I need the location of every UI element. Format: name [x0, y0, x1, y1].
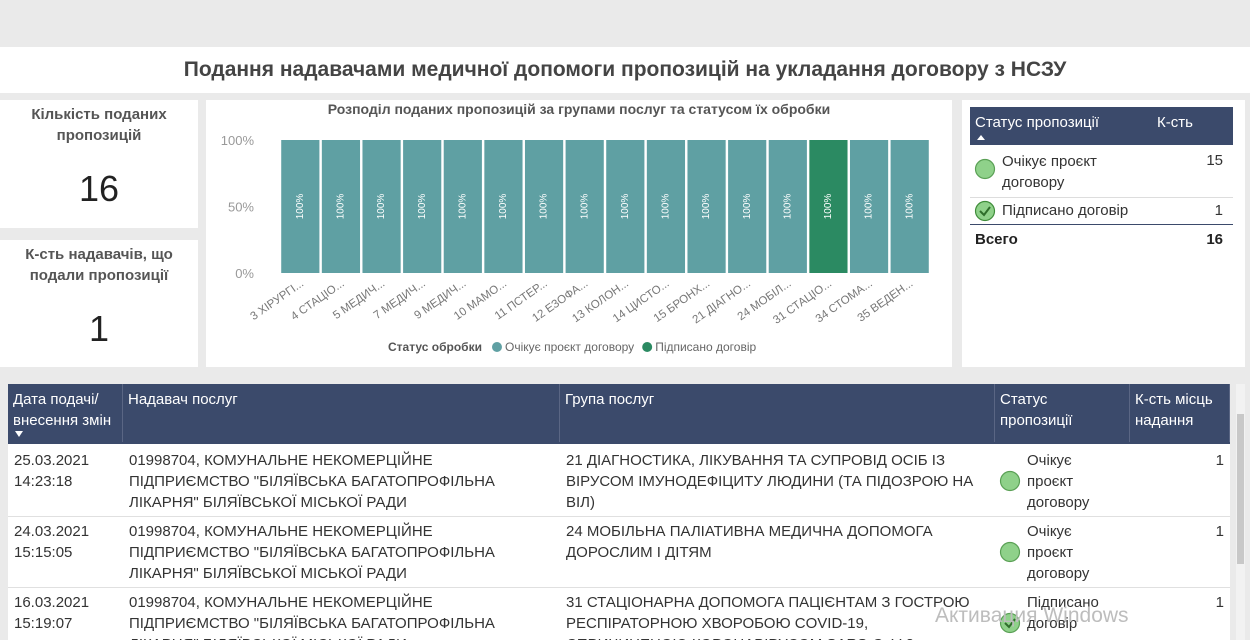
title-bar: Подання надавачами медичної допомоги про… — [0, 47, 1250, 93]
data-label: 100% — [782, 194, 793, 220]
y-tick-label: 100% — [221, 133, 255, 148]
legend-swatch — [642, 342, 653, 352]
status-icon — [999, 541, 1021, 563]
legend-label: Очікує проєкт договору — [505, 340, 634, 354]
data-label: 100% — [457, 194, 468, 220]
status-icon — [999, 470, 1021, 492]
column-header[interactable]: Дата подачі/ внесення змін — [8, 384, 123, 442]
status-icon — [974, 158, 996, 180]
data-label: 100% — [376, 194, 387, 220]
column-header[interactable]: Статус пропозиції — [975, 114, 1100, 131]
header-underline — [8, 442, 1230, 444]
row-divider — [8, 516, 1230, 517]
column-header[interactable]: Статус пропозиції — [995, 384, 1130, 442]
data-label: 100% — [742, 194, 753, 220]
bar — [849, 140, 889, 273]
data-label: 100% — [823, 194, 834, 220]
watermark: Активация Windows — [935, 604, 1129, 627]
column-header[interactable]: Група послуг — [560, 384, 995, 442]
data-label: 100% — [620, 194, 631, 220]
cell: 21 ДІАГНОСТИКА, ЛІКУВАННЯ ТА СУПРОВІД ОС… — [566, 452, 974, 511]
cell: Підписано договір — [1027, 594, 1099, 632]
bar — [281, 140, 320, 273]
chart: Розподіл поданих пропозицій за групами п… — [221, 101, 929, 354]
status-count: 1 — [1214, 202, 1223, 219]
bar — [524, 140, 564, 273]
card-label: Кількість поданих пропозицій — [31, 106, 167, 144]
scrollbar[interactable] — [1236, 384, 1245, 640]
cell: 24 МОБІЛЬНА ПАЛІАТИВНА МЕДИЧНА ДОПОМОГА … — [566, 523, 933, 561]
cell: 16.03.2021 15:19:07 — [14, 594, 90, 632]
data-label: 100% — [539, 194, 550, 220]
total-label: Всего — [975, 231, 1018, 248]
bar — [362, 140, 401, 273]
card: Кількість поданих пропозицій 16 — [0, 100, 198, 228]
y-tick-label: 0% — [235, 266, 254, 281]
bar — [809, 140, 848, 273]
status-name: Підписано договір — [1002, 202, 1129, 219]
cell: 01998704, КОМУНАЛЬНЕ НЕКОМЕРЦІЙНЕ ПІДПРИ… — [129, 452, 495, 511]
cell: 24.03.2021 15:15:05 — [14, 523, 90, 561]
sort-arrow — [15, 431, 23, 437]
cell: 1 — [1215, 594, 1224, 611]
bar — [687, 140, 726, 273]
legend-swatch — [491, 342, 502, 352]
data-label: 100% — [295, 194, 306, 220]
y-tick-label: 50% — [228, 200, 254, 215]
data-label: 100% — [498, 194, 509, 220]
cell: 1 — [1215, 523, 1224, 540]
row-divider — [8, 587, 1230, 588]
card-label: К-сть надавачів, що подали пропозиції — [25, 246, 173, 284]
cell: 01998704, КОМУНАЛЬНЕ НЕКОМЕРЦІЙНЕ ПІДПРИ… — [129, 594, 495, 640]
bar — [321, 140, 361, 273]
data-label: 100% — [336, 194, 347, 220]
status-name: Очікує проєкт договору — [1002, 153, 1097, 191]
column-header[interactable]: К-сть — [1157, 114, 1193, 131]
data-label: 100% — [579, 194, 590, 220]
bar — [565, 140, 604, 273]
bar — [768, 140, 807, 273]
scroll-thumb[interactable] — [1237, 414, 1244, 564]
legend-title: Статус обробки — [388, 340, 482, 354]
column-header[interactable]: Надавач послуг — [123, 384, 560, 442]
card-value: 1 — [88, 308, 110, 349]
legend-label: Підписано договір — [655, 340, 756, 354]
status-count: 15 — [1206, 152, 1223, 169]
data-label: 100% — [864, 194, 875, 220]
chart-title: Розподіл поданих пропозицій за групами п… — [328, 101, 830, 117]
card: К-сть надавачів, що подали пропозиції 1 — [0, 240, 198, 367]
column-header[interactable]: К-сть місць надання — [1130, 384, 1230, 442]
cell: 25.03.2021 14:23:18 — [14, 452, 90, 490]
page-title: Подання надавачами медичної допомоги про… — [183, 58, 1067, 81]
data-label: 100% — [661, 194, 672, 220]
cell: 1 — [1215, 452, 1224, 469]
data-label: 100% — [904, 194, 915, 220]
cell: Очікує проєкт договору — [1027, 452, 1090, 511]
card-value: 16 — [78, 168, 120, 209]
bar — [728, 140, 767, 273]
divider — [970, 224, 1233, 225]
status-panel: Статус пропозиції К-сть Очікує проєкт до… — [962, 100, 1245, 367]
bar — [443, 140, 482, 273]
bar — [606, 140, 645, 273]
bar — [646, 140, 686, 273]
bar — [484, 140, 523, 273]
status-icon — [974, 200, 996, 222]
cell: 31 СТАЦІОНАРНА ДОПОМОГА ПАЦІЄНТАМ З ГОСТ… — [566, 594, 970, 640]
data-label: 100% — [701, 194, 712, 220]
chart-panel: Розподіл поданих пропозицій за групами п… — [206, 100, 952, 367]
data-label: 100% — [417, 194, 428, 220]
cell: Очікує проєкт договору — [1027, 523, 1090, 582]
status-header: Статус пропозиції К-сть — [970, 107, 1233, 145]
bar — [403, 140, 442, 273]
divider — [970, 197, 1233, 198]
cell: 01998704, КОМУНАЛЬНЕ НЕКОМЕРЦІЙНЕ ПІДПРИ… — [129, 523, 495, 582]
total-count: 16 — [1206, 231, 1223, 248]
status-icon — [999, 612, 1021, 634]
sort-arrow — [977, 135, 985, 140]
bar — [890, 140, 929, 273]
data-table: Дата подачі/ внесення змін Надавач послуг… — [8, 384, 1230, 640]
